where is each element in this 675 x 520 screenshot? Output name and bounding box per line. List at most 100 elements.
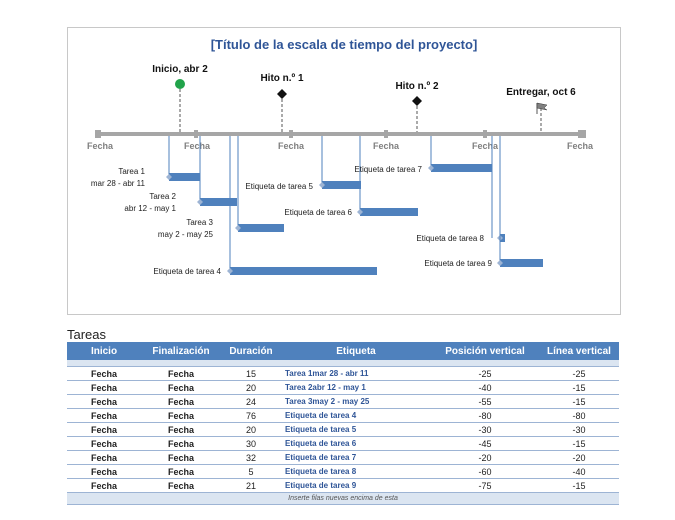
table-title: Tareas xyxy=(67,327,107,342)
cell-finalizacion[interactable]: Fecha xyxy=(141,478,221,493)
cell-inicio[interactable]: Fecha xyxy=(67,464,141,479)
header-posicion-vertical[interactable]: Posición vertical xyxy=(431,342,539,360)
cell-posicion-vertical[interactable]: -45 xyxy=(431,436,539,451)
cell-duracion[interactable]: 20 xyxy=(221,380,281,395)
cell-finalizacion[interactable]: Fecha xyxy=(141,464,221,479)
axis-end-cap xyxy=(580,130,586,138)
axis-tick xyxy=(289,130,293,138)
task-date-range: abr 12 - may 1 xyxy=(124,204,176,213)
header-linea-vertical[interactable]: Línea vertical xyxy=(539,342,619,360)
task-start-diamond-icon xyxy=(319,182,325,188)
cell-etiqueta[interactable]: Etiqueta de tarea 9 xyxy=(281,478,431,493)
cell-posicion-vertical[interactable]: -75 xyxy=(431,478,539,493)
cell-posicion-vertical[interactable]: -20 xyxy=(431,450,539,465)
cell-linea-vertical[interactable]: -15 xyxy=(539,380,619,395)
cell-etiqueta[interactable]: Etiqueta de tarea 7 xyxy=(281,450,431,465)
cell-inicio[interactable]: Fecha xyxy=(67,450,141,465)
cell-inicio[interactable]: Fecha xyxy=(67,422,141,437)
cell-duracion[interactable]: 24 xyxy=(221,394,281,409)
table-row[interactable]: Fecha Fecha 15 Tarea 1mar 28 - abr 11 -25 -25 xyxy=(67,366,619,381)
cell-inicio[interactable]: Fecha xyxy=(67,408,141,423)
cell-finalizacion[interactable]: Fecha xyxy=(141,422,221,437)
cell-posicion-vertical[interactable]: -80 xyxy=(431,408,539,423)
cell-inicio[interactable]: Fecha xyxy=(67,380,141,395)
cell-finalizacion[interactable]: Fecha xyxy=(141,394,221,409)
cell-linea-vertical[interactable]: -15 xyxy=(539,436,619,451)
cell-etiqueta[interactable]: Etiqueta de tarea 5 xyxy=(281,422,431,437)
cell-duracion[interactable]: 5 xyxy=(221,464,281,479)
milestone-circle-icon xyxy=(175,79,185,89)
flag-icon xyxy=(536,102,548,111)
header-finalizacion[interactable]: Finalización xyxy=(141,342,221,360)
header-inicio[interactable]: Inicio xyxy=(67,342,141,360)
milestone-label: Entregar, oct 6 xyxy=(506,87,576,98)
task-start-diamond-icon xyxy=(166,174,172,180)
cell-etiqueta[interactable]: Tarea 1mar 28 - abr 11 xyxy=(281,366,431,381)
task-date-range: may 2 - may 25 xyxy=(158,230,214,239)
cell-finalizacion[interactable]: Fecha xyxy=(141,408,221,423)
cell-linea-vertical[interactable]: -40 xyxy=(539,464,619,479)
cell-linea-vertical[interactable]: -80 xyxy=(539,408,619,423)
milestone-diamond-icon xyxy=(412,96,422,106)
cell-posicion-vertical[interactable]: -40 xyxy=(431,380,539,395)
task-label: Etiqueta de tarea 5 xyxy=(245,182,313,191)
task-label: Tarea 1 xyxy=(118,167,145,176)
cell-etiqueta[interactable]: Tarea 2abr 12 - may 1 xyxy=(281,380,431,395)
cell-inicio[interactable]: Fecha xyxy=(67,478,141,493)
cell-finalizacion[interactable]: Fecha xyxy=(141,366,221,381)
cell-finalizacion[interactable]: Fecha xyxy=(141,450,221,465)
cell-etiqueta[interactable]: Etiqueta de tarea 6 xyxy=(281,436,431,451)
cell-etiqueta[interactable]: Etiqueta de tarea 4 xyxy=(281,408,431,423)
task-bar xyxy=(169,173,200,181)
timeline-chart: [Título de la escala de tiempo del proye… xyxy=(67,27,621,315)
task-label: Etiqueta de tarea 4 xyxy=(153,267,221,276)
cell-duracion[interactable]: 32 xyxy=(221,450,281,465)
task-label: Tarea 2 xyxy=(149,192,176,201)
task-bar xyxy=(230,267,377,275)
axis-tick xyxy=(96,130,100,138)
task-date-range: mar 28 - abr 11 xyxy=(91,179,146,188)
axis-date-label: Fecha xyxy=(373,141,400,151)
table-footer-note: Inserte filas nuevas encima de esta xyxy=(67,492,619,505)
table-header-row: Inicio Finalización Duración Etiqueta Po… xyxy=(67,342,619,360)
table-row[interactable]: Fecha Fecha 24 Tarea 3may 2 - may 25 -55 -15 xyxy=(67,394,619,409)
cell-linea-vertical[interactable]: -30 xyxy=(539,422,619,437)
milestone-label: Inicio, abr 2 xyxy=(152,64,208,75)
table-row[interactable]: Fecha Fecha 76 Etiqueta de tarea 4 -80 -80 xyxy=(67,408,619,423)
cell-duracion[interactable]: 20 xyxy=(221,422,281,437)
cell-linea-vertical[interactable]: -15 xyxy=(539,478,619,493)
cell-duracion[interactable]: 30 xyxy=(221,436,281,451)
task-bar xyxy=(500,259,543,267)
cell-inicio[interactable]: Fecha xyxy=(67,394,141,409)
cell-duracion[interactable]: 21 xyxy=(221,478,281,493)
cell-etiqueta[interactable]: Tarea 3may 2 - may 25 xyxy=(281,394,431,409)
cell-linea-vertical[interactable]: -15 xyxy=(539,394,619,409)
cell-inicio[interactable]: Fecha xyxy=(67,366,141,381)
cell-posicion-vertical[interactable]: -25 xyxy=(431,366,539,381)
header-etiqueta[interactable]: Etiqueta xyxy=(281,342,431,360)
milestone-label: Hito n.º 2 xyxy=(395,81,439,92)
cell-duracion[interactable]: 76 xyxy=(221,408,281,423)
cell-posicion-vertical[interactable]: -55 xyxy=(431,394,539,409)
cell-linea-vertical[interactable]: -25 xyxy=(539,366,619,381)
task-start-diamond-icon xyxy=(197,199,203,205)
table-row[interactable]: Fecha Fecha 5 Etiqueta de tarea 8 -60 -40 xyxy=(67,464,619,479)
table-row[interactable]: Fecha Fecha 30 Etiqueta de tarea 6 -45 -15 xyxy=(67,436,619,451)
cell-posicion-vertical[interactable]: -60 xyxy=(431,464,539,479)
cell-duracion[interactable]: 15 xyxy=(221,366,281,381)
cell-finalizacion[interactable]: Fecha xyxy=(141,380,221,395)
cell-linea-vertical[interactable]: -20 xyxy=(539,450,619,465)
table-footer-row[interactable]: Inserte filas nuevas encima de esta xyxy=(67,492,619,505)
cell-finalizacion[interactable]: Fecha xyxy=(141,436,221,451)
header-duracion[interactable]: Duración xyxy=(221,342,281,360)
cell-posicion-vertical[interactable]: -30 xyxy=(431,422,539,437)
axis-date-label: Fecha xyxy=(278,141,305,151)
axis-date-label: Fecha xyxy=(87,141,114,151)
cell-inicio[interactable]: Fecha xyxy=(67,436,141,451)
axis-date-label: Fecha xyxy=(184,141,211,151)
table-row[interactable]: Fecha Fecha 20 Etiqueta de tarea 5 -30 -30 xyxy=(67,422,619,437)
table-row[interactable]: Fecha Fecha 21 Etiqueta de tarea 9 -75 -15 xyxy=(67,478,619,493)
cell-etiqueta[interactable]: Etiqueta de tarea 8 xyxy=(281,464,431,479)
table-row[interactable]: Fecha Fecha 20 Tarea 2abr 12 - may 1 -40 -15 xyxy=(67,380,619,395)
table-row[interactable]: Fecha Fecha 32 Etiqueta de tarea 7 -20 -20 xyxy=(67,450,619,465)
